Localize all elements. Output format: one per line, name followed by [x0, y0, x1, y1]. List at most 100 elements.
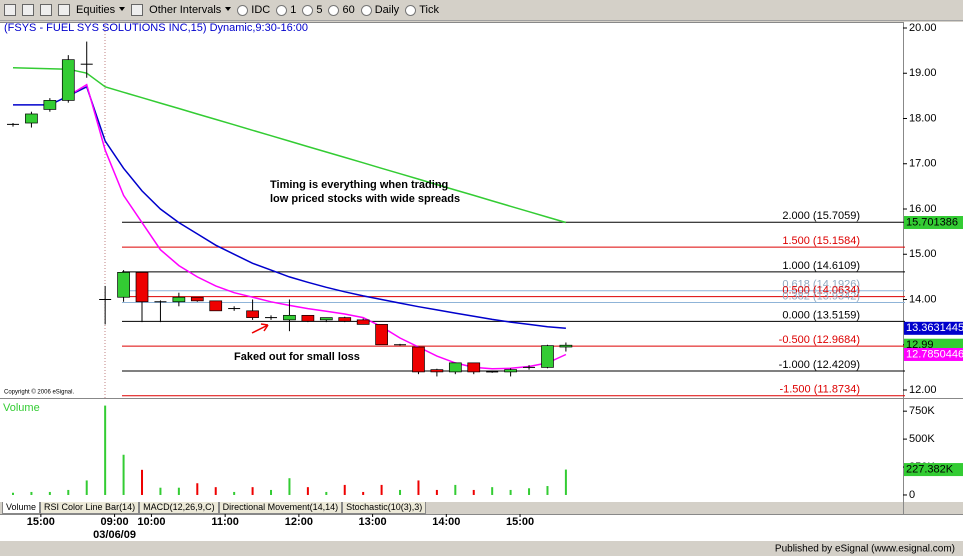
radio[interactable]: 1 — [276, 4, 296, 16]
volume-bar — [509, 489, 512, 495]
x-tick-label: 15:00 — [27, 516, 55, 528]
value-tag — [904, 216, 963, 230]
footer-bg — [0, 541, 963, 556]
candle-body — [338, 317, 352, 322]
volume-bar — [491, 487, 494, 495]
candle-body — [559, 344, 573, 348]
candle-body — [190, 296, 204, 302]
footer: Published by eSignal (www.esignal.com) — [775, 544, 955, 555]
moving-average — [67, 83, 567, 370]
candle-body — [209, 300, 223, 312]
candle-body — [117, 272, 130, 298]
level-label: 0.382 (13.9342) — [782, 290, 860, 302]
x-tick-label: 13:00 — [359, 516, 387, 528]
icon[interactable] — [58, 4, 70, 16]
candle-body — [319, 317, 333, 321]
radio[interactable]: Tick — [405, 4, 439, 16]
candle-body — [448, 362, 462, 373]
candle-body — [467, 362, 481, 373]
panel-title: Volume — [3, 402, 40, 414]
chart-title: (FSYS - FUEL SYS SOLUTIONS INC,15) Dynam… — [4, 22, 308, 34]
tab[interactable]: Directional Movement(14,14) — [218, 502, 343, 514]
candle-body — [412, 346, 425, 373]
volume-bar — [233, 491, 236, 495]
tab[interactable]: RSI Color Line Bar(14) — [40, 502, 140, 514]
chart-bg — [0, 22, 963, 502]
candle-body — [504, 369, 517, 373]
y-tick-label: 12.00 — [909, 384, 937, 396]
y-tick-label: 16.00 — [909, 203, 937, 215]
y-tick-label: 17.00 — [909, 158, 937, 170]
y-tick-label: 20.00 — [909, 22, 937, 34]
volume-bar — [67, 489, 70, 495]
volume-bar — [85, 480, 88, 495]
x-tick-label: 12:00 — [285, 516, 313, 528]
volume-bar — [417, 480, 420, 495]
moving-average — [12, 67, 567, 224]
toolbar: Equities Other Intervals IDC 1 5 60 Dail… — [0, 0, 963, 21]
candle-body — [246, 310, 259, 318]
y-tick-label: 19.00 — [909, 67, 937, 79]
value-tag — [904, 463, 963, 477]
candle-body — [43, 100, 57, 110]
volume-bar — [48, 491, 51, 495]
volume-bar — [104, 405, 107, 495]
value-tag-label: 12.7850446 — [906, 348, 963, 360]
tab[interactable]: Stochastic(10(3),3) — [342, 502, 427, 514]
level-label: -0.500 (12.9684) — [779, 334, 860, 346]
date-label: 03/06/09 — [93, 529, 136, 541]
y-tick-label: 500K — [909, 433, 935, 445]
annotation: low priced stocks with wide spreads — [270, 193, 460, 205]
radio[interactable]: IDC — [237, 4, 270, 16]
volume-bar — [251, 487, 254, 495]
candle-body — [61, 59, 75, 101]
tab[interactable]: MACD(12,26,9,C) — [139, 502, 219, 514]
volume-bar — [12, 492, 14, 495]
icon[interactable] — [4, 4, 16, 16]
volume-bar — [306, 487, 309, 495]
level-label: 0.618 (14.1926) — [782, 279, 860, 291]
value-tag — [904, 321, 963, 335]
value-tag-label: 13.3631445 — [906, 322, 963, 334]
candle-body — [356, 319, 370, 325]
tab[interactable]: Volume — [2, 502, 41, 514]
icon[interactable] — [40, 4, 52, 16]
volume-bar — [472, 489, 475, 495]
volume-bar — [454, 484, 457, 495]
radio[interactable]: 60 — [328, 4, 354, 16]
volume-bar — [196, 483, 199, 495]
level-label: 1.000 (14.6109) — [782, 260, 860, 272]
candle-body — [430, 369, 444, 373]
volume-bar — [141, 469, 144, 495]
level-label: 2.000 (15.7059) — [782, 210, 860, 222]
radio[interactable]: 5 — [302, 4, 322, 16]
volume-bar — [214, 487, 217, 495]
annotation: Timing is everything when trading — [270, 179, 448, 191]
annotation: Faked out for small loss — [234, 351, 360, 363]
volume-bar — [362, 491, 365, 495]
candle-body — [541, 345, 554, 368]
y-tick-label: 15.00 — [909, 248, 937, 260]
y-tick-label: 750K — [909, 405, 935, 417]
candle-body — [375, 324, 388, 346]
volume-bar — [159, 487, 162, 495]
candle-body — [25, 113, 38, 124]
x-tick-label: 09:00 — [101, 516, 129, 528]
dropdown[interactable]: Other Intervals — [149, 4, 231, 16]
value-tag — [904, 347, 963, 361]
x-tick-label: 11:00 — [211, 516, 239, 528]
y-tick-label: 18.00 — [909, 112, 937, 124]
level-label: 1.500 (15.1584) — [782, 235, 860, 247]
moving-average — [13, 85, 566, 330]
candle-body — [283, 314, 296, 321]
radio[interactable]: Daily — [361, 4, 399, 16]
dropdown[interactable]: Equities — [76, 4, 125, 16]
x-tick-label: 10:00 — [137, 516, 165, 528]
icon[interactable] — [22, 4, 34, 16]
volume-bar — [270, 489, 273, 495]
volume-bar — [122, 454, 125, 495]
volume-bar — [528, 488, 531, 495]
icon[interactable] — [131, 4, 144, 16]
